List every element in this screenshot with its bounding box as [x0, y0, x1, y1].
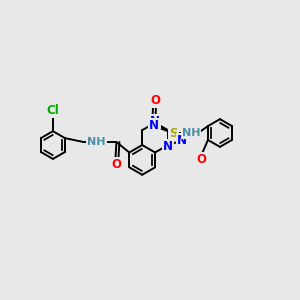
Text: S: S	[169, 127, 178, 140]
Text: N: N	[163, 140, 173, 152]
Text: O: O	[196, 153, 206, 166]
Text: NH: NH	[182, 128, 200, 138]
Text: O: O	[111, 158, 122, 171]
Text: NH: NH	[87, 137, 106, 147]
Text: N: N	[149, 119, 159, 132]
Text: N: N	[150, 115, 160, 128]
Text: O: O	[150, 94, 160, 107]
Text: N: N	[177, 134, 187, 147]
Text: Cl: Cl	[46, 104, 59, 117]
